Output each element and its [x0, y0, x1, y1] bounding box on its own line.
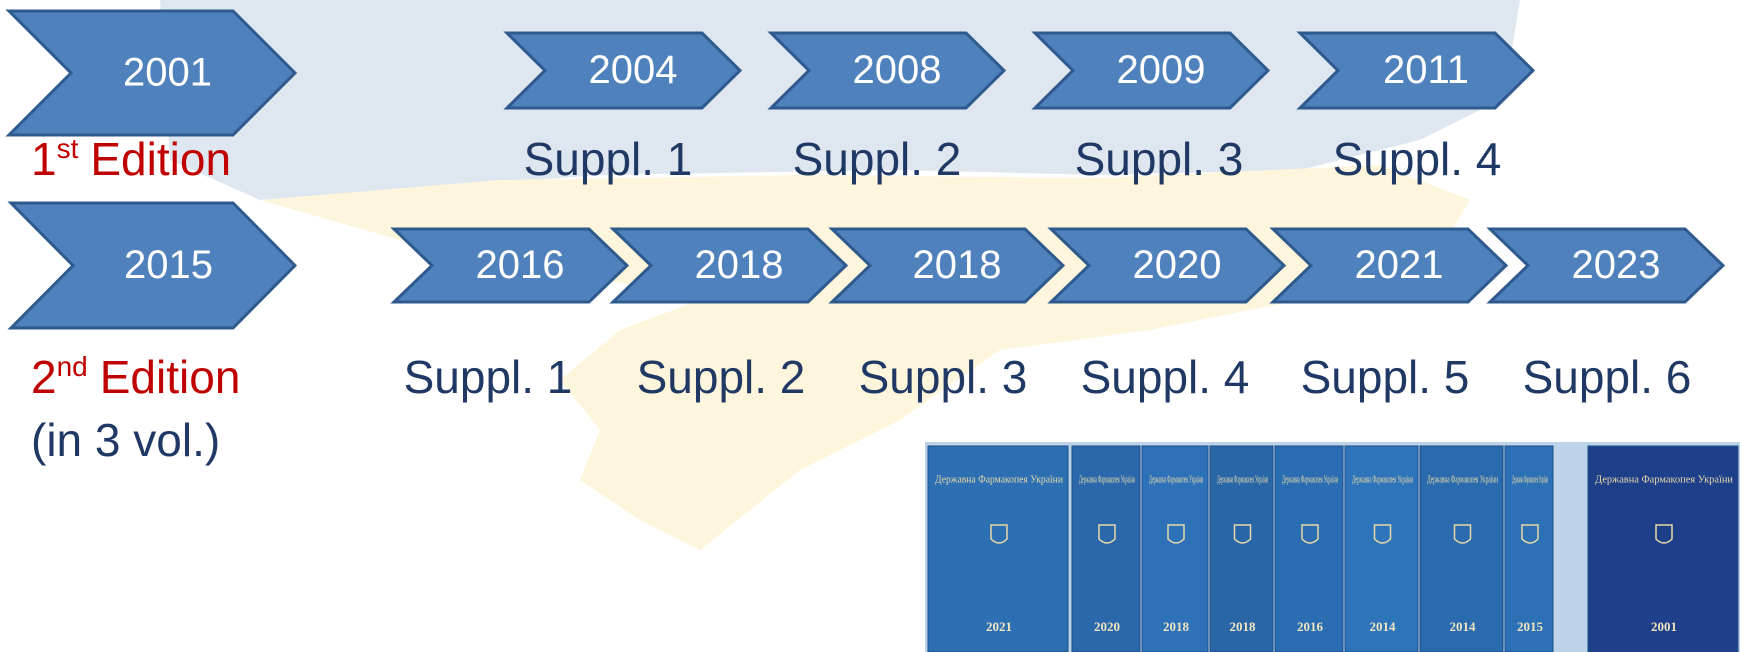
chevron-year: 2020: [1133, 243, 1222, 287]
chevron-year: 2009: [1117, 48, 1206, 92]
chevron-year: 2018: [913, 243, 1002, 287]
book-year: 2018: [1230, 619, 1257, 634]
book-title: Державна Фармакопея України: [1352, 474, 1413, 486]
supplement-label: Suppl. 2: [637, 351, 806, 403]
edition-suffix: st: [57, 133, 79, 164]
supplement-label: Suppl. 3: [859, 351, 1028, 403]
book-year: 2016: [1297, 619, 1324, 634]
book-title: Державна Фармакопея України: [1079, 474, 1135, 486]
book-year: 2001: [1651, 619, 1677, 634]
edition-number: 1: [31, 133, 57, 185]
chevron-year: 2001: [123, 51, 212, 95]
chevron-year: 2021: [1355, 243, 1444, 287]
edition-note: (in 3 vol.): [31, 414, 220, 466]
book-year: 2018: [1163, 619, 1190, 634]
edition-suffix: nd: [57, 351, 88, 382]
book-year: 2020: [1094, 619, 1120, 634]
book-title: Державна Фармакопея України: [1282, 474, 1338, 486]
edition-label: 1st Edition: [31, 133, 231, 185]
chevron-year: 2023: [1572, 243, 1661, 287]
edition-word: Edition: [90, 133, 231, 185]
supplement-label: Suppl. 4: [1333, 133, 1502, 185]
chevron-year: 2018: [695, 243, 784, 287]
edition-word: Edition: [100, 351, 241, 403]
chevron-year: 2015: [124, 243, 213, 287]
book-title: Державна Фармакопея України: [1427, 474, 1498, 486]
edition-label: 2nd Edition: [31, 351, 240, 403]
supplement-label: Suppl. 5: [1301, 351, 1470, 403]
timeline: 2001 1st Edition 2004 Suppl. 1 2008 Suppl. 2 20…: [9, 11, 1723, 466]
chevron-year: 2011: [1383, 48, 1469, 92]
book-title: Державна Фармакопея України: [935, 474, 1063, 486]
supplement-label: Suppl. 3: [1075, 133, 1244, 185]
page: 2001 1st Edition 2004 Suppl. 1 2008 Suppl. 2 20…: [0, 0, 1740, 652]
book-title: Державна Фармакопея України: [1149, 474, 1203, 486]
chevron-year: 2004: [589, 48, 678, 92]
slide: 2001 1st Edition 2004 Suppl. 1 2008 Suppl. 2 20…: [0, 0, 1740, 652]
book-year: 2021: [986, 619, 1012, 634]
edition-number: 2: [31, 351, 57, 403]
books-photo: Державна Фармакопея України 2021 Державна …: [925, 442, 1740, 652]
supplement-label: Suppl. 4: [1081, 351, 1250, 403]
chevron-year: 2008: [853, 48, 942, 92]
supplement-label: Suppl. 1: [404, 351, 573, 403]
book-year: 2014: [1450, 619, 1477, 634]
supplement-label: Suppl. 6: [1523, 351, 1692, 403]
supplement-label: Suppl. 1: [524, 133, 693, 185]
chevron-year: 2016: [476, 243, 565, 287]
book-year: 2015: [1517, 619, 1544, 634]
book-title: Державна Фармакопея України: [1217, 474, 1268, 486]
supplement-label: Suppl. 2: [793, 133, 962, 185]
book-title: Державна Фармакопея України: [1595, 474, 1733, 486]
book-year: 2014: [1370, 619, 1397, 634]
book-title: Державна Фармакопея України: [1512, 474, 1548, 486]
